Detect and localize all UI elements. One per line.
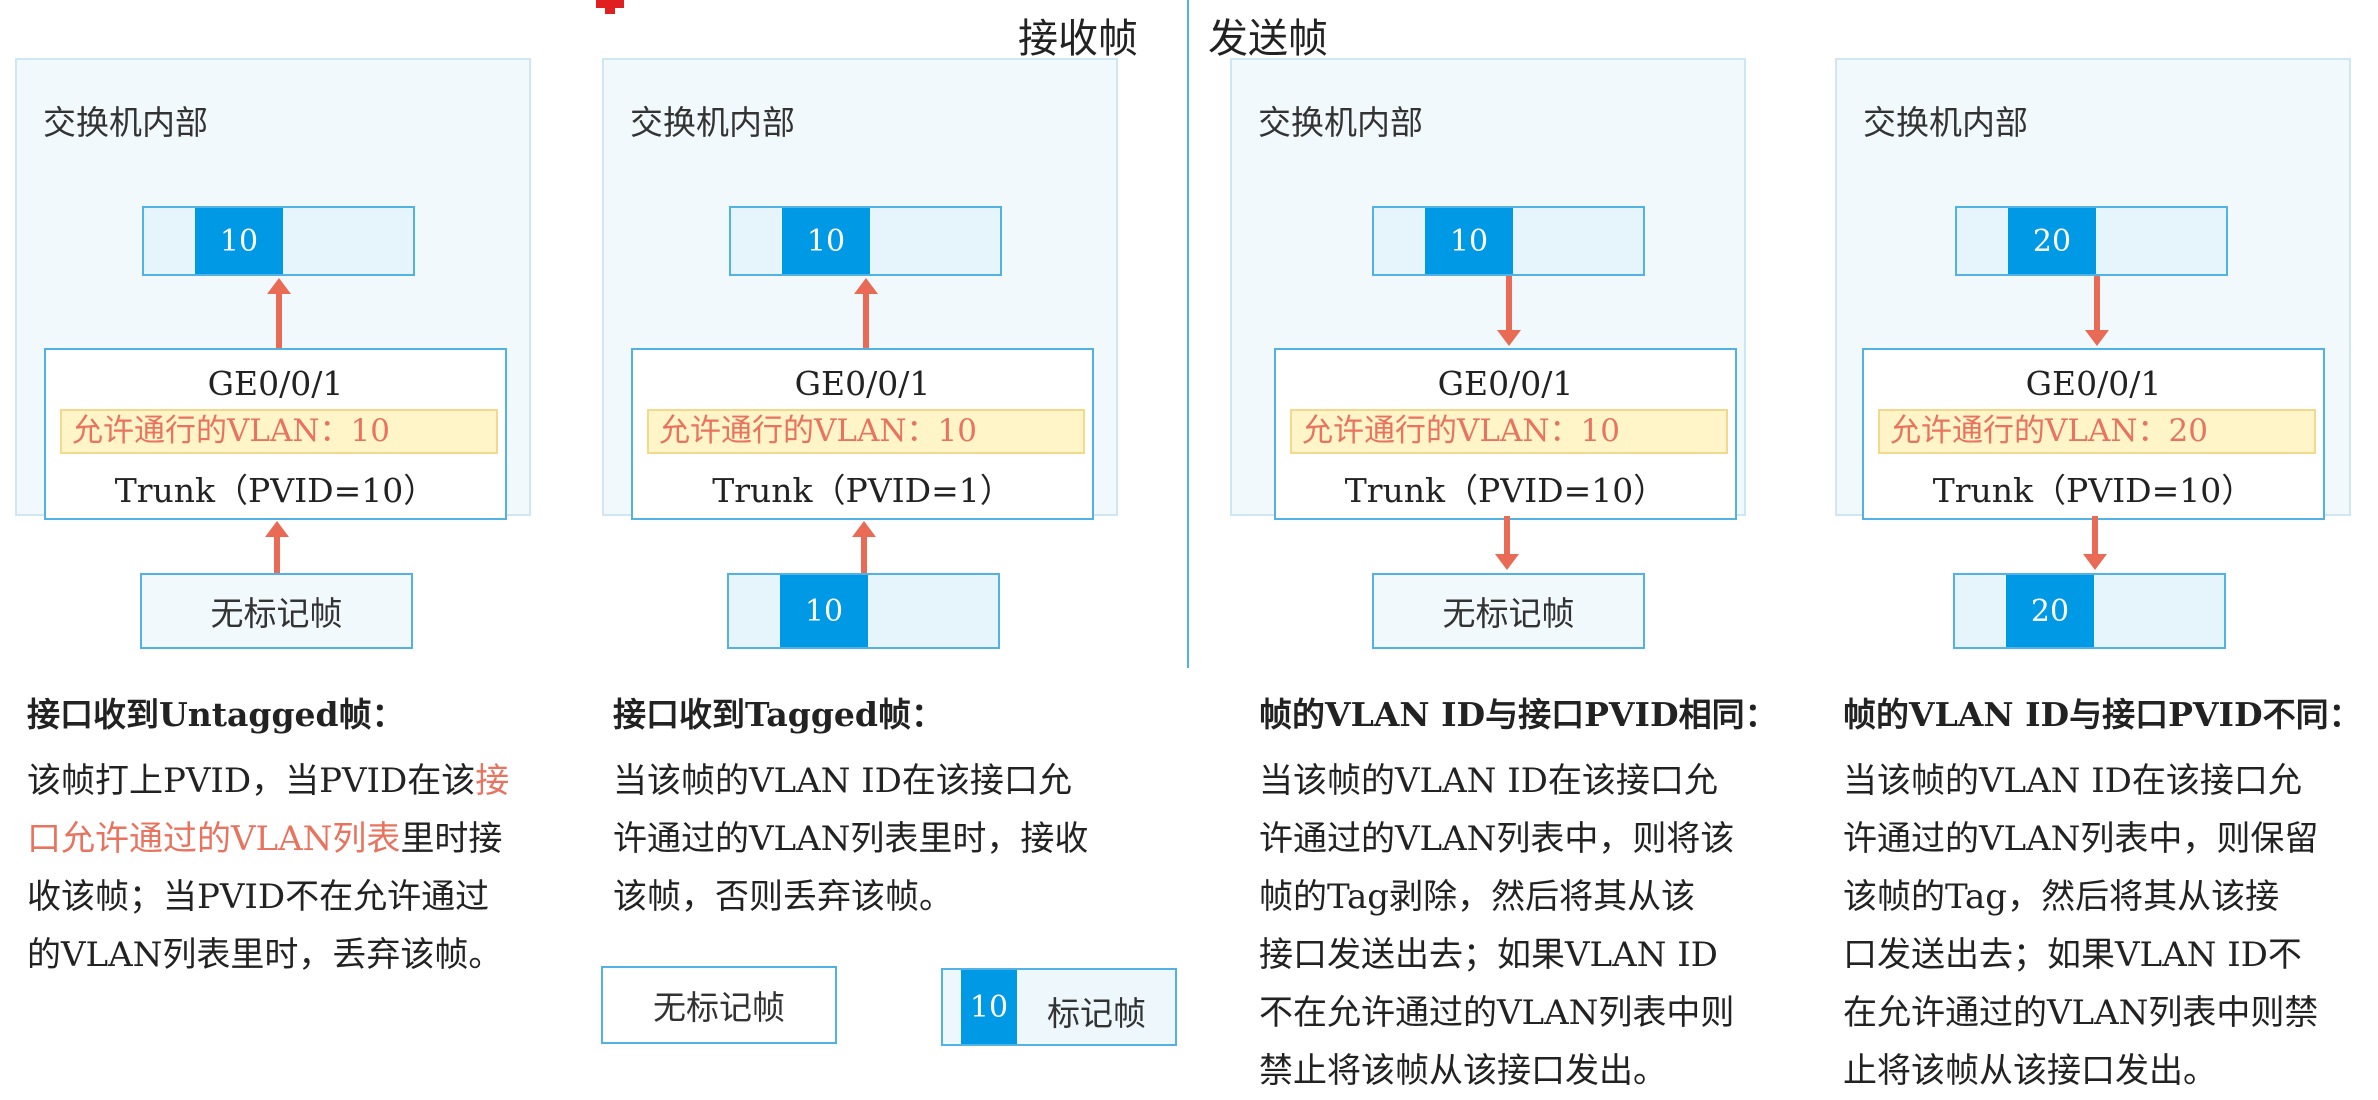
text-line: 不在允许通过的VLAN列表中则	[1259, 993, 1735, 1033]
text-line: 收该帧；当PVID不在允许通过	[27, 877, 490, 917]
trunk-pvid: Trunk（PVID=10）	[1932, 471, 2255, 510]
port-name: GE0/0/1	[1437, 364, 1574, 403]
caption-body: 该帧打上PVID，当PVID在该接 口允许通过的VLAN列表里时接 收该帧；当P…	[27, 752, 509, 984]
port-name: GE0/0/1	[2025, 364, 2162, 403]
trunk-pvid: Trunk（PVID=10）	[114, 471, 437, 510]
divider	[1187, 0, 1189, 668]
text: 该帧打上PVID，当PVID在该	[27, 761, 476, 801]
internal-frame: 10	[729, 206, 1002, 276]
vlan-tag: 20	[2008, 208, 2096, 274]
arrow-up-icon	[852, 521, 876, 573]
highlight-text: 接	[475, 761, 510, 801]
tagged-frame: 10	[727, 573, 1000, 649]
port-name: GE0/0/1	[207, 364, 344, 403]
highlight-text: 口允许通过的VLAN列表	[27, 819, 401, 859]
text-line: 许通过的VLAN列表中，则将该	[1259, 819, 1735, 859]
internal-frame: 20	[1955, 206, 2228, 276]
caption-body: 当该帧的VLAN ID在该接口允 许通过的VLAN列表中，则保留 该帧的Tag，…	[1843, 752, 2318, 1100]
switch-panel-send-different: 交换机内部 20 GE0/0/1 允许通行的VLAN：20 Trunk（PVID…	[1835, 58, 2351, 520]
arrow-down-icon	[1497, 276, 1521, 346]
vlan-tag: 20	[2006, 575, 2094, 647]
port-box: GE0/0/1 允许通行的VLAN：10 Trunk（PVID=10）	[1274, 348, 1737, 520]
vlan-tag: 10	[195, 208, 283, 274]
untagged-frame: 无标记帧	[140, 573, 413, 649]
caption-heading: 接口收到Tagged帧：	[613, 695, 944, 734]
text-line: 禁止将该帧从该接口发出。	[1259, 1051, 1667, 1091]
internal-frame: 10	[1372, 206, 1645, 276]
allowed-vlan: 允许通行的VLAN：10	[60, 409, 498, 454]
red-cross-icon	[596, 0, 624, 14]
internal-frame: 10	[142, 206, 415, 276]
text-line: 帧的Tag剥除，然后将其从该	[1259, 877, 1696, 917]
text-line: 的VLAN列表里时，丢弃该帧。	[27, 935, 503, 975]
arrow-up-icon	[267, 278, 291, 348]
caption-heading: 帧的VLAN ID与接口PVID不同：	[1843, 695, 2362, 734]
send-frame-label: 发送帧	[1208, 16, 1328, 62]
trunk-pvid: Trunk（PVID=10）	[1344, 471, 1667, 510]
text-line: 该帧，否则丢弃该帧。	[613, 877, 953, 917]
caption-body: 当该帧的VLAN ID在该接口允 许通过的VLAN列表里时，接收 该帧，否则丢弃…	[613, 752, 1088, 926]
text-line: 当该帧的VLAN ID在该接口允	[1843, 761, 2302, 801]
port-box: GE0/0/1 允许通行的VLAN：20 Trunk（PVID=10）	[1862, 348, 2325, 520]
caption-body: 当该帧的VLAN ID在该接口允 许通过的VLAN列表中，则将该 帧的Tag剥除…	[1259, 752, 1734, 1100]
receive-frame-label: 接收帧	[1018, 16, 1138, 62]
text-line: 许通过的VLAN列表里时，接收	[613, 819, 1089, 859]
text-line: 止将该帧从该接口发出。	[1843, 1051, 2217, 1091]
vlan-tag: 10	[961, 970, 1017, 1044]
switch-panel-untagged-receive: 交换机内部 10 GE0/0/1 允许通行的VLAN：10 Trunk（PVID…	[15, 58, 531, 520]
text-line: 口发送出去；如果VLAN ID不	[1843, 935, 2302, 975]
panel-title: 交换机内部	[43, 103, 208, 142]
text: 里时接	[400, 819, 503, 859]
allowed-vlan: 允许通行的VLAN：10	[647, 409, 1085, 454]
text-line: 接口发送出去；如果VLAN ID	[1259, 935, 1718, 975]
legend-tagged-label: 标记帧	[1047, 994, 1146, 1033]
text-line: 许通过的VLAN列表中，则保留	[1843, 819, 2319, 859]
panel-title: 交换机内部	[630, 103, 795, 142]
allowed-vlan: 允许通行的VLAN：20	[1878, 409, 2316, 454]
arrow-down-icon	[1495, 516, 1519, 570]
port-box: GE0/0/1 允许通行的VLAN：10 Trunk（PVID=10）	[44, 348, 507, 520]
text-line: 该帧的Tag，然后将其从该接	[1843, 877, 2280, 917]
arrow-down-icon	[2083, 516, 2107, 570]
allowed-vlan: 允许通行的VLAN：10	[1290, 409, 1728, 454]
vlan-tag: 10	[782, 208, 870, 274]
text-line: 当该帧的VLAN ID在该接口允	[1259, 761, 1718, 801]
arrow-up-icon	[854, 278, 878, 348]
text-line: 当该帧的VLAN ID在该接口允	[613, 761, 1072, 801]
untagged-frame: 无标记帧	[1372, 573, 1645, 649]
tagged-frame: 20	[1953, 573, 2226, 649]
trunk-pvid: Trunk（PVID=1）	[712, 471, 1013, 510]
panel-title: 交换机内部	[1258, 103, 1423, 142]
legend-tagged: 10 标记帧	[941, 968, 1177, 1046]
legend-untagged: 无标记帧	[601, 966, 837, 1044]
port-box: GE0/0/1 允许通行的VLAN：10 Trunk（PVID=1）	[631, 348, 1094, 520]
panel-title: 交换机内部	[1863, 103, 2028, 142]
caption-heading: 帧的VLAN ID与接口PVID相同：	[1259, 695, 1778, 734]
caption-heading: 接口收到Untagged帧：	[27, 695, 405, 734]
arrow-down-icon	[2085, 276, 2109, 346]
arrow-up-icon	[265, 521, 289, 573]
port-name: GE0/0/1	[794, 364, 931, 403]
text-line: 在允许通过的VLAN列表中则禁	[1843, 993, 2319, 1033]
switch-panel-tagged-receive: 交换机内部 10 GE0/0/1 允许通行的VLAN：10 Trunk（PVID…	[602, 58, 1118, 520]
vlan-tag: 10	[1425, 208, 1513, 274]
vlan-tag: 10	[780, 575, 868, 647]
switch-panel-send-same: 交换机内部 10 GE0/0/1 允许通行的VLAN：10 Trunk（PVID…	[1230, 58, 1746, 520]
